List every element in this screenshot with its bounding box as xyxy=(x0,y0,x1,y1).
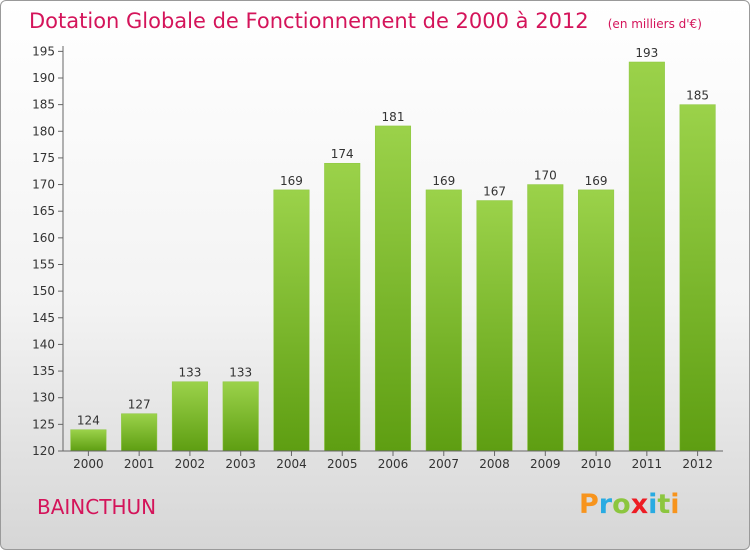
y-tick-label: 135 xyxy=(32,364,55,378)
bar-2012 xyxy=(679,104,716,452)
y-tick-label: 140 xyxy=(32,337,55,351)
bar-2006 xyxy=(374,125,412,452)
bar-2011 xyxy=(628,61,665,452)
y-tick-label: 195 xyxy=(32,44,55,58)
bars: 124 127 133 133 169 174 181 169 167 170 169 193 185 xyxy=(70,46,716,452)
y-tick-label: 155 xyxy=(32,257,55,271)
bar-2002 xyxy=(171,381,208,452)
bar-2005 xyxy=(324,162,361,452)
bar-2003 xyxy=(222,381,259,452)
data-label-2006: 181 xyxy=(382,110,405,124)
data-label-2003: 133 xyxy=(229,366,252,380)
proxiti-logo: Proxiti xyxy=(579,489,680,520)
y-tick-label: 185 xyxy=(32,98,55,112)
bar-2008 xyxy=(476,200,513,452)
chart-subtitle: (en milliers d'€) xyxy=(607,17,702,31)
data-label-2002: 133 xyxy=(178,366,201,380)
logo-letter: o xyxy=(612,489,631,520)
y-tick-label: 160 xyxy=(32,231,55,245)
logo-letter: r xyxy=(598,489,613,520)
x-tick-label-2007: 2007 xyxy=(428,457,459,471)
x-tick-label-2004: 2004 xyxy=(276,457,307,471)
data-label-2010: 169 xyxy=(585,174,608,188)
x-tick-label-2005: 2005 xyxy=(327,457,358,471)
x-tick-label-2008: 2008 xyxy=(479,457,510,471)
x-tick-label-2009: 2009 xyxy=(530,457,561,471)
y-tick-label: 130 xyxy=(32,391,55,405)
logo-letter: x xyxy=(630,489,649,520)
logo-letter: P xyxy=(579,489,599,520)
data-label-2007: 169 xyxy=(432,174,455,188)
data-label-2004: 169 xyxy=(280,174,303,188)
y-tick-label: 170 xyxy=(32,178,55,192)
x-tick-label-2010: 2010 xyxy=(581,457,612,471)
x-tick-label-2000: 2000 xyxy=(73,457,104,471)
bar-2007 xyxy=(425,189,462,452)
data-label-2001: 127 xyxy=(128,398,151,412)
y-tick-label: 145 xyxy=(32,311,55,325)
y-tick-label: 120 xyxy=(32,444,55,458)
data-label-2008: 167 xyxy=(483,185,506,199)
logo-letter: t xyxy=(657,489,671,520)
y-tick-label: 190 xyxy=(32,71,55,85)
y-tick-label: 165 xyxy=(32,204,55,218)
y-tick-label: 125 xyxy=(32,417,55,431)
x-tick-label-2011: 2011 xyxy=(632,457,663,471)
x-tick-label-2001: 2001 xyxy=(124,457,155,471)
data-label-2005: 174 xyxy=(331,147,354,161)
bar-2004 xyxy=(273,189,310,452)
bar-2000 xyxy=(70,429,107,452)
logo-letter: i xyxy=(648,489,658,520)
bar-2009 xyxy=(527,184,564,452)
x-tick-label-2012: 2012 xyxy=(682,457,713,471)
data-label-2009: 170 xyxy=(534,169,557,183)
commune-name: BAINCTHUN xyxy=(37,495,157,519)
chart-title: Dotation Globale de Fonctionnement de 20… xyxy=(29,9,589,33)
y-tick-label: 180 xyxy=(32,124,55,138)
x-tick-label-2006: 2006 xyxy=(378,457,409,471)
logo-letter: i xyxy=(670,489,680,520)
x-tick-label-2002: 2002 xyxy=(175,457,206,471)
x-axis: 2000 2001 2002 2003 2004 2005 2006 2007 2008 2009… xyxy=(63,450,723,471)
data-label-2011: 193 xyxy=(635,46,658,60)
bar-2010 xyxy=(578,189,615,452)
y-tick-label: 175 xyxy=(32,151,55,165)
y-tick-label: 150 xyxy=(32,284,55,298)
bar-2001 xyxy=(121,413,158,452)
y-axis: 120 125 130 135 140 145 150 155 160 165 170 175 180 1… xyxy=(32,44,64,458)
data-label-2012: 185 xyxy=(686,89,709,103)
title-row: Dotation Globale de Fonctionnement de 20… xyxy=(29,9,702,33)
data-label-2000: 124 xyxy=(77,414,100,428)
x-tick-label-2003: 2003 xyxy=(225,457,256,471)
